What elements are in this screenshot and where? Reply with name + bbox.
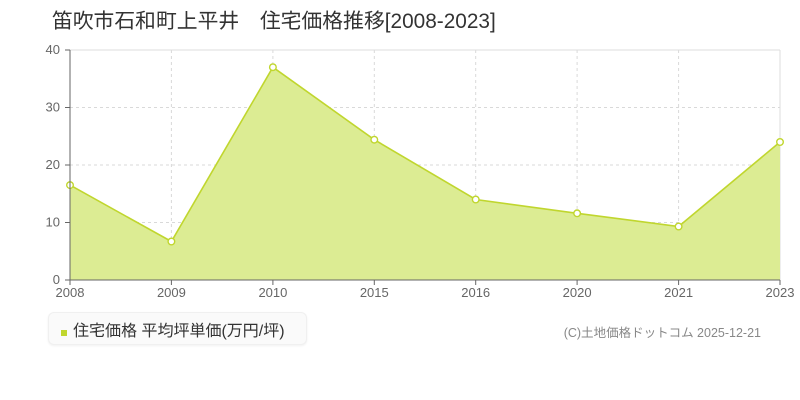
svg-text:2009: 2009 [157,285,186,300]
svg-text:2020: 2020 [563,285,592,300]
svg-text:10: 10 [46,215,60,230]
svg-text:2023: 2023 [766,285,795,300]
svg-text:2015: 2015 [360,285,389,300]
svg-text:40: 40 [46,42,60,57]
svg-text:30: 30 [46,100,60,115]
svg-text:20: 20 [46,157,60,172]
svg-text:2021: 2021 [664,285,693,300]
svg-text:2016: 2016 [461,285,490,300]
svg-text:2010: 2010 [258,285,287,300]
svg-text:2008: 2008 [56,285,85,300]
